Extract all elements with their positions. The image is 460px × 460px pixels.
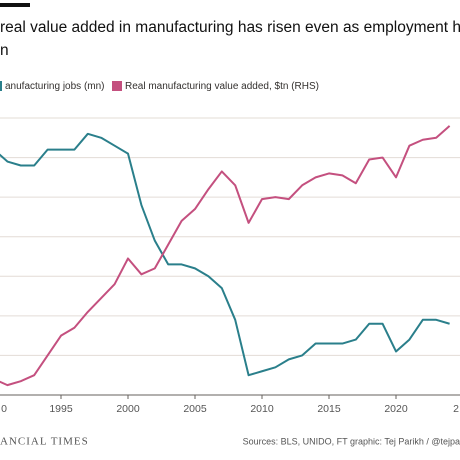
x-tick-label: 2005 <box>183 403 207 415</box>
x-tick-label: 2015 <box>317 403 341 415</box>
x-tick-label: 2020 <box>384 403 408 415</box>
x-tick-label: 2000 <box>116 403 140 415</box>
brand-bar <box>0 3 30 7</box>
brand: ANCIAL TIMES <box>0 436 89 448</box>
legend-swatch <box>112 81 122 91</box>
x-tick-label: 2010 <box>250 403 274 415</box>
x-tick-label: 1995 <box>49 403 73 415</box>
chart-title-line2: n <box>0 42 9 59</box>
legend-label: Real manufacturing value added, $tn (RHS… <box>125 81 319 92</box>
x-tick-label: 0 <box>1 403 7 415</box>
legend-label: anufacturing jobs (mn) <box>5 81 105 92</box>
source: Sources: BLS, UNIDO, FT graphic: Tej Par… <box>243 436 460 446</box>
chart-title: real value added in manufacturing has ri… <box>0 19 460 36</box>
x-tick-label: 2 <box>453 403 459 415</box>
series-line <box>0 132 450 377</box>
series-line <box>0 125 451 387</box>
legend-swatch <box>0 81 2 91</box>
